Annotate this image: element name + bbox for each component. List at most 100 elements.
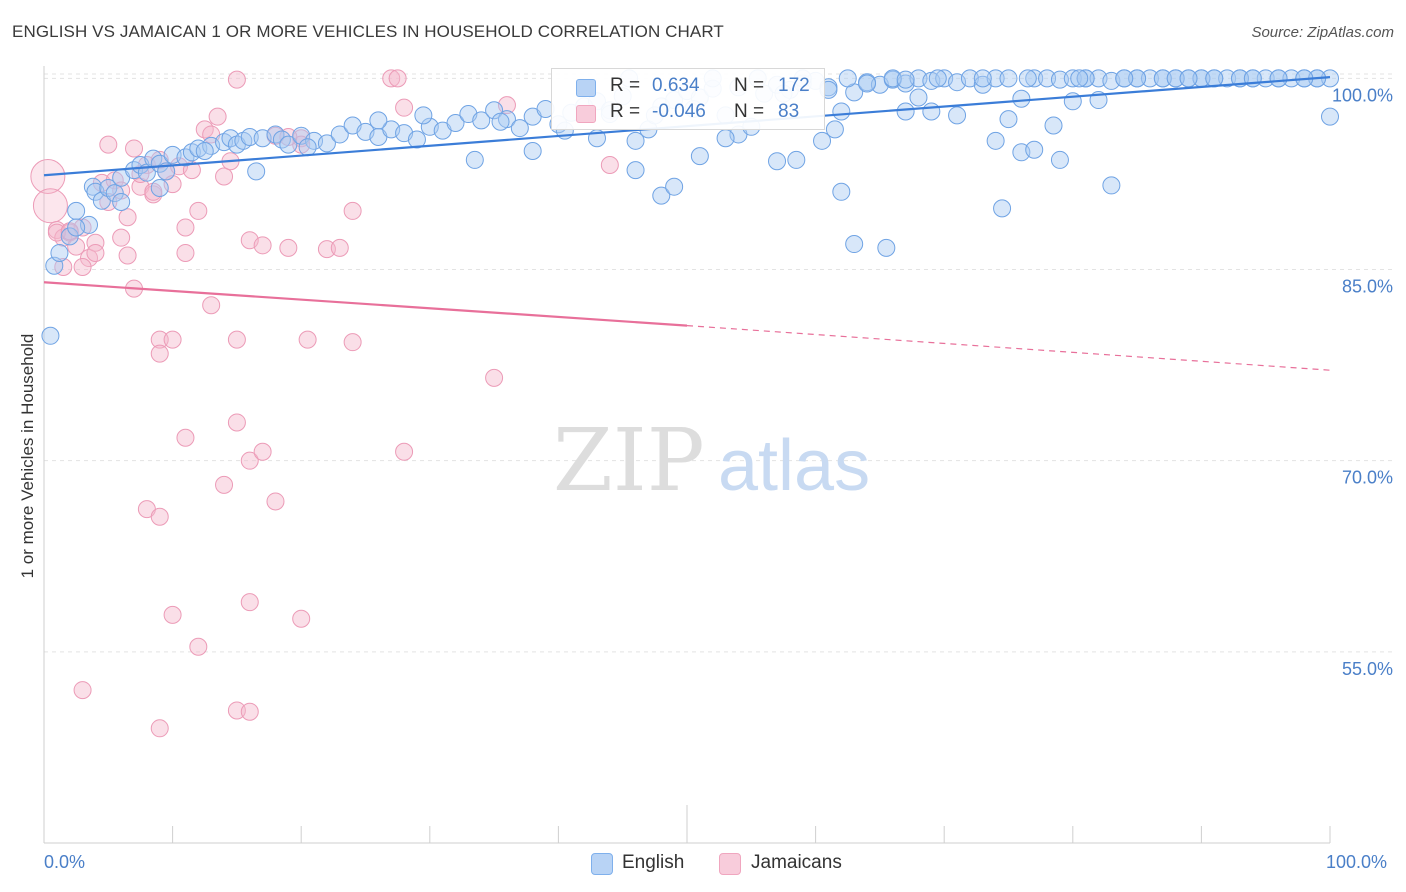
english-point <box>825 120 844 139</box>
english-point <box>1269 69 1288 88</box>
english-point <box>279 135 298 154</box>
english-point <box>787 150 806 169</box>
jamaican-point <box>298 330 317 349</box>
english-point <box>491 112 510 131</box>
english-point <box>472 111 491 130</box>
jamaican-point <box>253 236 272 255</box>
jamaican-point <box>99 192 118 211</box>
english-point <box>896 102 915 121</box>
legend-row-jamaican: R = -0.046 N = 83 <box>552 101 824 127</box>
jamaican-point <box>32 188 68 224</box>
jamaican-point <box>73 257 92 276</box>
english-point <box>1166 69 1185 88</box>
english-point <box>330 125 349 144</box>
jamaican-point <box>112 228 131 247</box>
english-point <box>1025 69 1044 88</box>
english-point <box>665 177 684 196</box>
jamaican-point <box>176 428 195 447</box>
english-point <box>986 131 1005 150</box>
jamaican-trend-line <box>43 281 688 327</box>
jamaican-swatch <box>576 105 596 123</box>
english-point <box>369 111 388 130</box>
english-point <box>1050 70 1069 89</box>
english-point <box>317 134 336 153</box>
jamaican-point <box>202 296 221 315</box>
legend-n-label: N = <box>734 75 765 96</box>
bottom-legend-english-swatch <box>591 853 613 875</box>
jamaican-trend-extension <box>686 325 1331 371</box>
jamaican-point <box>266 492 285 511</box>
jamaican-point <box>382 69 401 88</box>
jamaican-point <box>208 107 227 126</box>
jamaican-point <box>150 344 169 363</box>
jamaican-point <box>176 243 195 262</box>
correlation-legend: R = 0.634 N = 172 R = -0.046 N = 83 <box>551 68 825 130</box>
jamaican-point <box>227 413 246 432</box>
bottom-legend-jamaican: Jamaicans <box>751 852 842 873</box>
jamaican-point <box>73 681 92 700</box>
english-point <box>813 131 832 150</box>
jamaican-point <box>279 238 298 257</box>
english-point <box>1076 69 1095 88</box>
english-point <box>1038 69 1057 88</box>
jamaican-point <box>150 719 169 738</box>
watermark-zip: ZIP <box>553 411 705 511</box>
jamaican-point <box>343 201 362 220</box>
english-point <box>999 110 1018 129</box>
jamaican-point <box>118 246 137 265</box>
jamaican-point <box>395 98 414 117</box>
english-point <box>999 69 1018 88</box>
x-tick-min: 0.0% <box>44 852 86 872</box>
english-point <box>1179 69 1198 88</box>
legend-r-label: R = <box>610 75 641 96</box>
english-point <box>838 69 857 88</box>
english-point <box>896 70 915 89</box>
english-point <box>150 178 169 197</box>
english-point <box>414 106 433 125</box>
english-point <box>948 106 967 125</box>
english-point <box>1115 69 1134 88</box>
y-axis-label: 1 or more Vehicles in Household <box>18 333 37 579</box>
english-point <box>465 150 484 169</box>
english-point <box>986 69 1005 88</box>
jamaican-point <box>227 701 246 720</box>
jamaican-point <box>343 333 362 352</box>
english-point <box>909 88 928 107</box>
english-point <box>67 218 86 237</box>
jamaican-point <box>240 451 259 470</box>
english-point <box>83 177 102 196</box>
english-point <box>1205 69 1224 88</box>
x-tick-max: 100.0% <box>1326 852 1388 872</box>
english-point <box>112 192 131 211</box>
jamaican-point <box>86 233 105 252</box>
jamaican-point <box>163 605 182 624</box>
english-point <box>858 74 877 93</box>
english-point <box>240 127 259 146</box>
jamaican-point <box>317 240 336 259</box>
english-point <box>41 326 60 345</box>
english-point <box>1044 116 1063 135</box>
jamaican-point <box>600 156 619 175</box>
english-point <box>510 119 529 138</box>
english-point <box>832 102 851 121</box>
jamaican-point <box>30 158 66 194</box>
english-point <box>1321 107 1339 126</box>
english-point <box>150 154 169 173</box>
jamaican-point <box>485 368 504 387</box>
english-point <box>67 201 86 220</box>
jamaican-point <box>227 330 246 349</box>
english-point <box>523 142 542 161</box>
english-point <box>883 69 902 88</box>
legend-r-value: 0.634 <box>652 75 700 96</box>
english-point <box>1063 69 1082 88</box>
y-tick-label-70: 70.0% <box>1342 468 1393 488</box>
english-point <box>1140 69 1159 88</box>
jamaican-point <box>215 475 234 494</box>
jamaican-point <box>253 442 272 461</box>
jamaican-point <box>176 218 195 237</box>
axes <box>43 66 1331 844</box>
english-point <box>690 147 709 166</box>
jamaican-point <box>150 330 169 349</box>
english-point <box>877 238 896 257</box>
legend-n-label: N = <box>734 101 765 122</box>
